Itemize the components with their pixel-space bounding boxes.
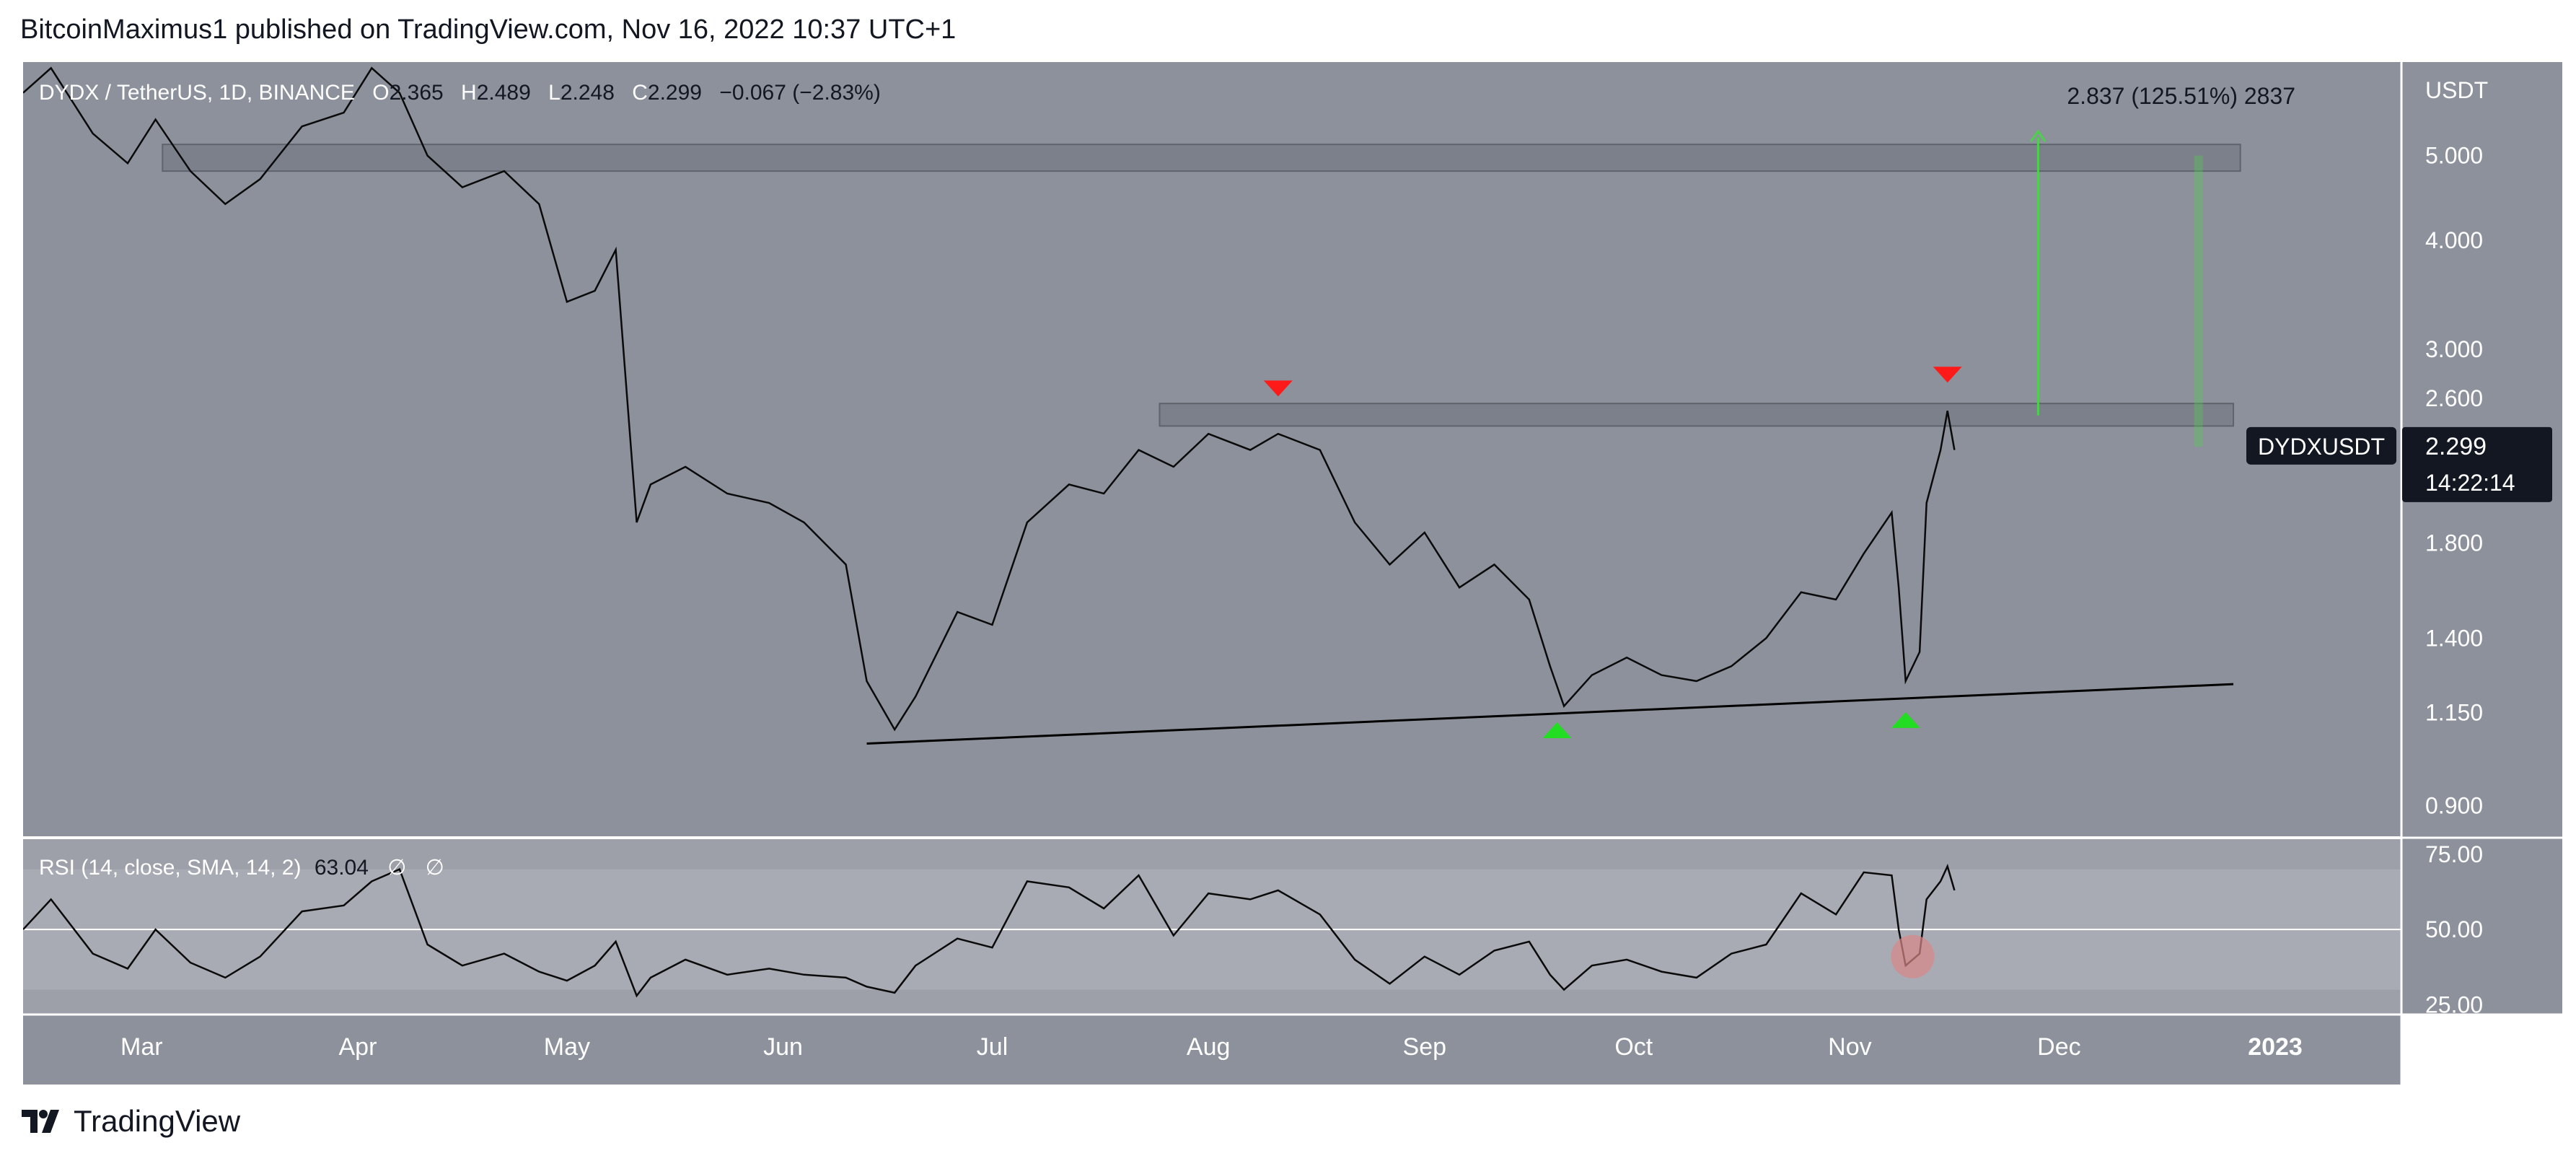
tradingview-logo-icon xyxy=(22,1110,59,1133)
time-tick-label: Aug xyxy=(1187,1033,1231,1061)
rsi-tick-label: 75.00 xyxy=(2425,841,2483,867)
time-tick-label: May xyxy=(544,1033,590,1061)
resistance-zone xyxy=(162,144,2241,172)
projection-arrowhead xyxy=(2030,129,2047,142)
time-tick-label: 2023 xyxy=(2248,1033,2303,1061)
price-tick-label: 1.400 xyxy=(2425,625,2483,651)
time-tick-label: Dec xyxy=(2037,1033,2080,1061)
price-tick-label: 4.000 xyxy=(2425,227,2483,253)
price-tick-label: 0.900 xyxy=(2425,792,2483,818)
rsi-name: RSI (14, close, SMA, 14, 2) xyxy=(39,856,301,880)
rsi-highlight-circle xyxy=(1891,934,1935,978)
time-tick-label: Mar xyxy=(120,1033,163,1061)
low-label: L xyxy=(548,81,561,105)
time-tick-label: Apr xyxy=(338,1033,377,1061)
symbol-badge xyxy=(2246,426,2396,465)
symbol-name: DYDX / TetherUS, 1D, BINANCE xyxy=(39,81,355,105)
close-value: 2.299 xyxy=(648,81,702,105)
rsi-extra-2: ∅ xyxy=(426,856,444,880)
last-price-badge xyxy=(2402,426,2552,502)
time-tick-label: Jun xyxy=(763,1033,803,1061)
high-value: 2.489 xyxy=(477,81,531,105)
last-price-value: 2.299 xyxy=(2425,433,2487,460)
price-axis-background xyxy=(2402,62,2562,1014)
rsi-value: 63.04 xyxy=(315,856,369,880)
time-tick-label: Sep xyxy=(1403,1033,1447,1061)
projection-label: 2.837 (125.51%) 2837 xyxy=(2067,83,2295,109)
close-label: C xyxy=(632,81,648,105)
change-value: −0.067 (−2.83%) xyxy=(719,81,881,105)
projection-ghost-bar xyxy=(2194,155,2203,447)
bar-countdown: 14:22:14 xyxy=(2425,470,2515,496)
symbol-badge-label: DYDXUSDT xyxy=(2258,434,2385,460)
publisher-header: BitcoinMaximus1 published on TradingView… xyxy=(20,14,957,45)
time-axis-background xyxy=(23,1015,2401,1085)
down-arrow-icon xyxy=(1263,380,1293,397)
low-value: 2.248 xyxy=(561,81,615,105)
tradingview-brand: TradingView xyxy=(74,1104,241,1138)
rsi-extra-1: ∅ xyxy=(387,856,406,880)
price-tick-label: 3.000 xyxy=(2425,336,2483,362)
rsi-line xyxy=(23,864,1956,998)
rsi-tick-label: 50.00 xyxy=(2425,916,2483,942)
symbol-legend: DYDX / TetherUS, 1D, BINANCE O2.365 H2.4… xyxy=(39,81,881,105)
price-tick-label: 5.000 xyxy=(2425,143,2483,169)
up-arrow-icon xyxy=(1542,722,1572,739)
rsi-legend: RSI (14, close, SMA, 14, 2) 63.04 ∅ ∅ xyxy=(39,856,444,880)
up-arrow-icon xyxy=(1891,711,1920,728)
tradingview-footer: TradingView xyxy=(22,1104,240,1139)
price-path xyxy=(23,66,1956,732)
time-tick-label: Oct xyxy=(1614,1033,1653,1061)
chart-frame[interactable]: 2.837 (125.51%) 2837 DYDX / TetherUS, 1D… xyxy=(22,61,2564,1086)
open-label: O xyxy=(372,81,389,105)
time-tick-label: Jul xyxy=(977,1033,1008,1061)
open-value: 2.365 xyxy=(390,81,444,105)
price-tick-label-partial: 2.600 xyxy=(2425,385,2483,411)
price-tick-label: 1.800 xyxy=(2425,530,2483,556)
price-tick-label: 1.150 xyxy=(2425,700,2483,726)
chart-svg[interactable]: 2.837 (125.51%) 2837 DYDX / TetherUS, 1D… xyxy=(23,62,2562,1085)
high-label: H xyxy=(461,81,477,105)
currency-label: USDT xyxy=(2425,77,2488,103)
time-tick-label: Nov xyxy=(1828,1033,1871,1061)
support-trendline xyxy=(866,683,2234,745)
price-pane-background xyxy=(23,62,2401,836)
down-arrow-icon xyxy=(1933,367,1962,383)
resistance-zone xyxy=(1159,403,2235,427)
rsi-tick-label: 25.00 xyxy=(2425,991,2483,1017)
